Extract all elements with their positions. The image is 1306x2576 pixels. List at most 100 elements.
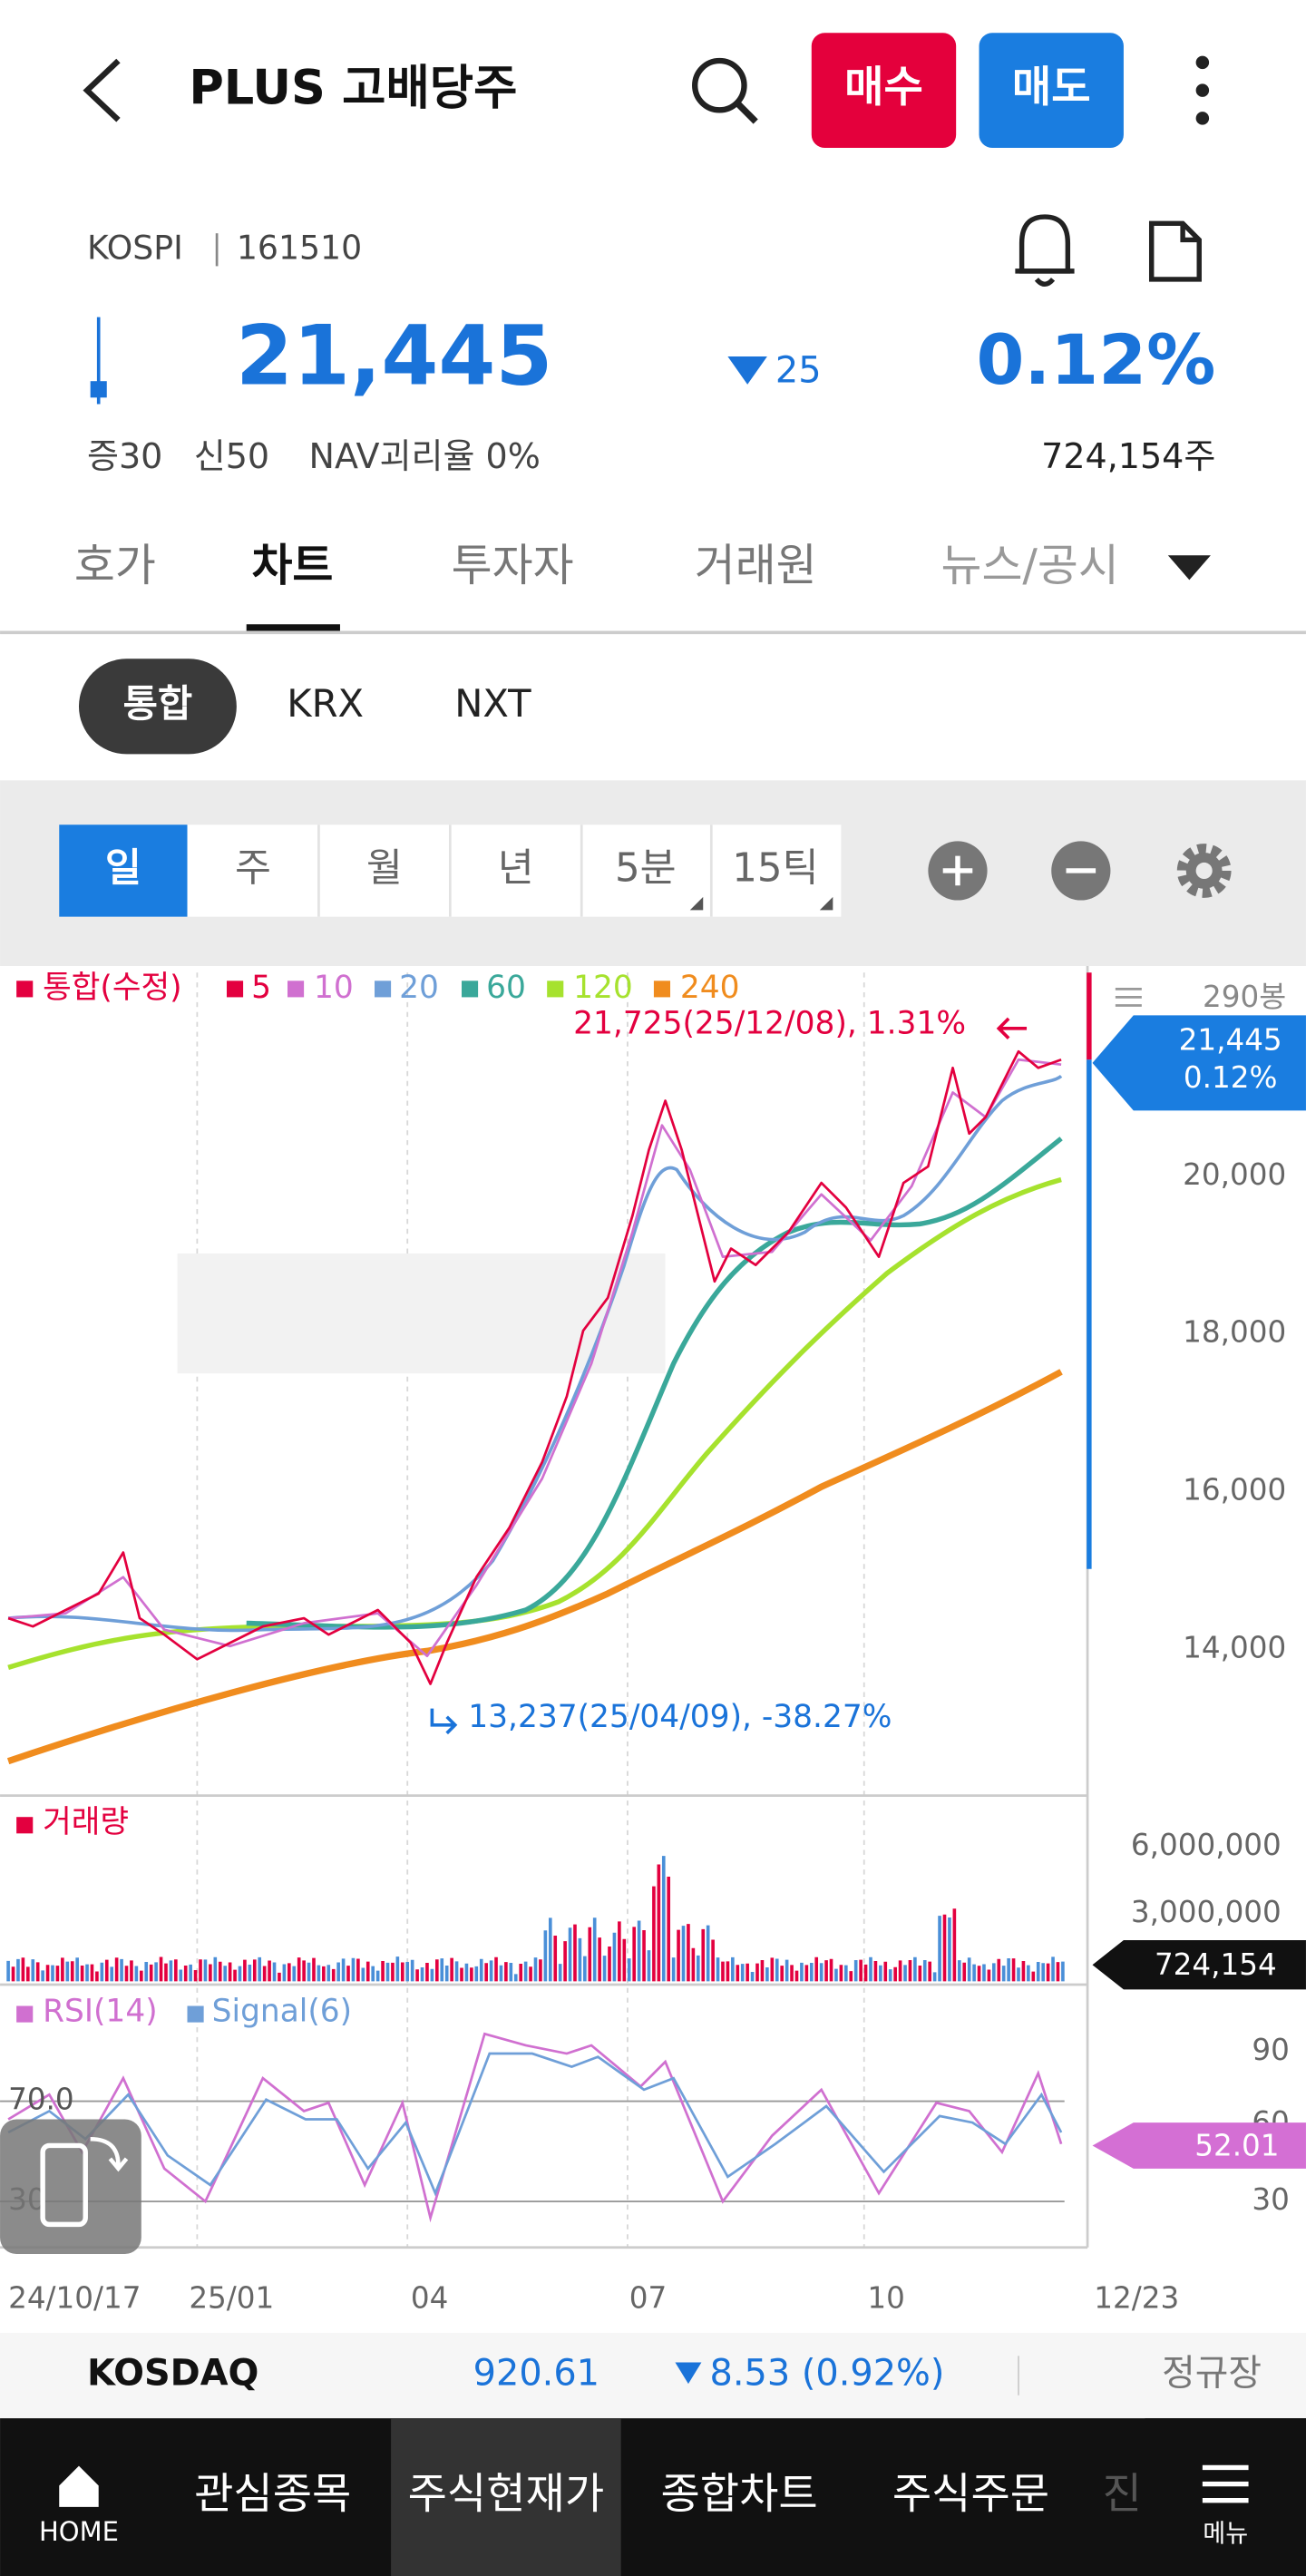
volume-tick: 6,000,000: [1131, 1828, 1282, 1862]
volume-title: 거래량: [43, 1804, 129, 1840]
rsi-tick: 30: [1252, 2182, 1289, 2217]
legend-item: 통합(수정): [43, 970, 181, 1006]
price-tick: 14,000: [1183, 1630, 1286, 1664]
signal-legend: Signal(6): [212, 1993, 352, 2029]
rsi-tick: 90: [1252, 2033, 1289, 2067]
market-label: 통합: [123, 681, 193, 726]
sell-label: 매도: [1012, 63, 1091, 112]
more-button[interactable]: [1195, 55, 1210, 125]
buy-button[interactable]: [811, 33, 957, 149]
legend-swatch: [187, 2005, 204, 2023]
current-price-tag: [1092, 1015, 1306, 1111]
menu-icon: [1202, 2464, 1249, 2503]
rsi-level: 70.0: [8, 2083, 74, 2117]
price: 21,445: [236, 308, 552, 404]
price-tick: 20,000: [1183, 1157, 1286, 1192]
tab-active[interactable]: 차트: [251, 540, 333, 591]
change: 25: [775, 350, 822, 392]
nav-item[interactable]: 관심종목: [194, 2470, 351, 2520]
index-bar[interactable]: [0, 2332, 1306, 2419]
bar-count: 290봉: [1203, 980, 1286, 1014]
down-arrow: [727, 356, 767, 385]
sell-button[interactable]: [979, 33, 1124, 149]
chart-bg: [0, 966, 1306, 2333]
nav-item[interactable]: 메뉴: [1203, 2520, 1248, 2548]
price-tick: 18,000: [1183, 1315, 1286, 1350]
rotate-button[interactable]: [0, 2119, 141, 2254]
legend-swatch: [16, 1817, 34, 1834]
settings[interactable]: [1176, 844, 1232, 898]
market: KOSPI: [87, 228, 183, 267]
tab[interactable]: 투자자: [452, 540, 574, 591]
credit: 신50: [194, 436, 269, 476]
period[interactable]: 일: [105, 845, 141, 891]
low-note: 13,237(25/04/09), -38.27%: [468, 1699, 892, 1735]
moving-averages: [6, 1049, 1063, 1765]
search-button[interactable]: [692, 57, 758, 124]
legend-swatch: [226, 981, 244, 998]
tab[interactable]: 뉴스/공시: [941, 540, 1118, 591]
zoom-out[interactable]: [1051, 841, 1111, 901]
nav-item[interactable]: 진: [1102, 2470, 1141, 2520]
legend-item: 240: [680, 970, 740, 1006]
legend-swatch: [547, 981, 564, 998]
market-pill[interactable]: KRX: [287, 681, 364, 726]
period[interactable]: 주: [235, 845, 271, 891]
market-pill-active[interactable]: [78, 659, 237, 755]
period[interactable]: 월: [366, 845, 403, 891]
nav-item-active[interactable]: 주식현재가: [408, 2470, 605, 2520]
margin: 증30: [87, 436, 162, 476]
legend-swatch: [461, 981, 479, 998]
legend-swatch: [374, 981, 392, 998]
legend-item: 60: [486, 970, 526, 1006]
nav-item[interactable]: 종합차트: [660, 2470, 817, 2520]
date-tick: 04: [411, 2281, 448, 2316]
volume-bars: [6, 1856, 1065, 1982]
period[interactable]: 15틱: [732, 845, 818, 891]
tab-more[interactable]: [1167, 555, 1211, 581]
tab[interactable]: 호가: [74, 540, 156, 591]
bottom-nav: [0, 2418, 1306, 2576]
session: 정규장: [1162, 2353, 1262, 2395]
rsi-legend: RSI(14): [43, 1993, 158, 2029]
legend-item: 10: [314, 970, 354, 1006]
panel-menu[interactable]: [1115, 987, 1142, 1007]
nav-item[interactable]: 주식주문: [892, 2470, 1049, 2520]
rsi-levels: [0, 2100, 1065, 2202]
index-value: 920.61: [473, 2353, 599, 2395]
buy-label: 매수: [844, 63, 923, 112]
period[interactable]: 년: [498, 845, 534, 891]
nav-item[interactable]: HOME: [39, 2516, 119, 2547]
price-tick: 16,000: [1183, 1473, 1286, 1508]
legend-item: 5: [251, 970, 271, 1006]
current-price: 21,445: [1179, 1022, 1282, 1057]
tab[interactable]: 거래원: [695, 540, 817, 591]
market-pill[interactable]: NXT: [454, 681, 531, 726]
period-active: [59, 825, 188, 917]
rsi-tag: [1092, 2122, 1306, 2169]
period[interactable]: 5분: [615, 845, 677, 891]
volume-current: 724,154: [1155, 1947, 1277, 1982]
date-tick: 10: [867, 2281, 904, 2316]
menu-bg: [1145, 2418, 1306, 2576]
index-change: 8.53 (0.92%): [709, 2353, 944, 2395]
current-pct: 0.12%: [1184, 1060, 1278, 1095]
volume-tag: [1092, 1940, 1306, 1990]
rsi-line: [7, 2032, 1063, 2223]
nav-gap: NAV괴리율 0%: [309, 436, 541, 476]
date-tick: 24/10/17: [8, 2281, 141, 2316]
low-arrow: [430, 1708, 458, 1735]
price-candle-icon: [90, 317, 107, 405]
zoom-in[interactable]: [928, 841, 988, 901]
nav-active-bg: [391, 2418, 621, 2576]
document-button[interactable]: [1148, 220, 1202, 282]
volume-texture: [11, 1864, 1060, 1982]
back-button[interactable]: [83, 58, 121, 122]
down-arrow: [675, 2362, 702, 2385]
alarm-button[interactable]: [1015, 214, 1075, 288]
home-icon: [59, 2465, 99, 2507]
panel-borders: [0, 966, 1089, 2249]
rsi-current: 52.01: [1194, 2128, 1279, 2162]
